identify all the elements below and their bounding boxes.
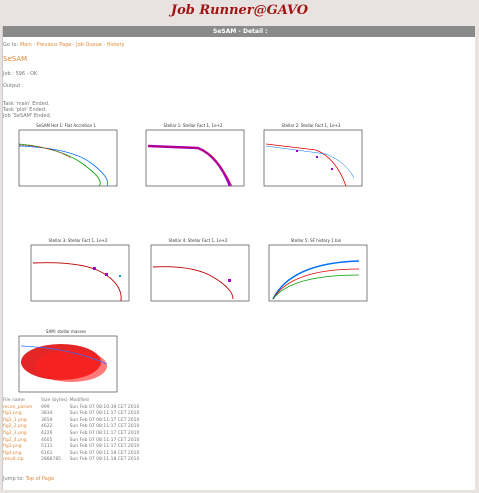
file-date: Sun Feb 07 08:11:17 CET 2010 bbox=[69, 430, 140, 436]
plot-4[interactable] bbox=[23, 243, 133, 307]
plot-6[interactable] bbox=[261, 243, 371, 307]
table-row: mcon_param 999 Sun Feb 07 08:10:39 CET 201… bbox=[3, 405, 141, 412]
nav-line: Go to: Main · Previous Page · Job Queue … bbox=[3, 42, 124, 48]
plot-2-title: Stellar 1: Stellar Fact 1, 1e+2 bbox=[163, 123, 223, 128]
nav-sep: · bbox=[33, 42, 35, 48]
table-row: fig2_2.png 4622 Sun Feb 07 08:11:17 CET 20… bbox=[3, 424, 141, 431]
table-row: fig2_4.png 4605 Sun Feb 07 08:11:17 CET 20… bbox=[3, 438, 141, 445]
section-title: SeSAM bbox=[3, 55, 28, 63]
table-row: fig2_1.png 3659 Sun Feb 07 08:11:17 CET 20… bbox=[3, 418, 141, 425]
plot-7[interactable] bbox=[11, 334, 121, 398]
file-date: Sun Feb 07 08:11:17 CET 2010 bbox=[69, 411, 140, 417]
plot-7-title: SAM: stellar masses bbox=[45, 329, 87, 334]
table-header-row: File name Size (bytes) Modified bbox=[3, 398, 141, 405]
file-date: Sun Feb 07 08:10:39 CET 2010 bbox=[69, 404, 140, 410]
table-row: fig2_3.png 4226 Sun Feb 07 08:11:17 CET 20… bbox=[3, 431, 141, 438]
detail-bar: SeSAM - Detail : bbox=[3, 26, 475, 37]
nav-link-previous[interactable]: Previous Page bbox=[36, 42, 72, 48]
file-size: 4226 bbox=[41, 430, 53, 436]
file-link[interactable]: fig2_3.png bbox=[3, 430, 27, 436]
plot-3-title: Stellar 2: Stellar Fact 1, 1e+3 bbox=[281, 123, 341, 128]
file-size: 2888785 bbox=[41, 457, 62, 463]
file-date: Sun Feb 07 08:11:18 CET 2010 bbox=[69, 450, 140, 456]
plot-6-title: Stellar 5: SF history 1 bin bbox=[290, 238, 342, 243]
file-link[interactable]: result.zip bbox=[3, 457, 24, 463]
file-link[interactable]: fig3.png bbox=[3, 444, 22, 450]
file-size: 999 bbox=[41, 404, 50, 410]
jump-prefix: Jump to: bbox=[3, 476, 24, 482]
file-date: Sun Feb 07 08:11:18 CET 2010 bbox=[69, 457, 140, 463]
file-size: 4622 bbox=[41, 424, 53, 430]
table-header: Size (bytes) bbox=[41, 398, 68, 403]
file-date: Sun Feb 07 08:11:17 CET 2010 bbox=[69, 444, 140, 450]
task-line-3: Job 'SeSAM' Ended. bbox=[3, 113, 52, 119]
plot-1[interactable] bbox=[11, 128, 121, 192]
table-row: fig1.png 3834 Sun Feb 07 08:11:17 CET 2010 bbox=[3, 411, 141, 418]
file-size: 6161 bbox=[41, 450, 53, 456]
plot-5[interactable] bbox=[143, 243, 253, 307]
table-header: Modified bbox=[69, 398, 89, 403]
file-size: 3834 bbox=[41, 411, 53, 417]
plot-2[interactable] bbox=[138, 128, 248, 192]
top-of-page-link[interactable]: Top of Page bbox=[25, 476, 55, 482]
task-line-1: Task 'main' Ended. bbox=[3, 101, 50, 107]
table-row: fig3.png 5111 Sun Feb 07 08:11:17 CET 2010 bbox=[3, 444, 141, 451]
main-panel: SeSAM - Detail : Go to: Main · Previous … bbox=[2, 26, 475, 490]
nav-prefix: Go to: bbox=[3, 42, 19, 48]
file-link[interactable]: fig2_1.png bbox=[3, 417, 27, 423]
table-row: fig4.png 6161 Sun Feb 07 08:11:18 CET 2010 bbox=[3, 451, 141, 458]
plot-4-title: Stellar 3: Stellar Fact 1, 1e+2 bbox=[48, 238, 108, 243]
task-line-2: Task 'plot' Ended. bbox=[3, 107, 47, 113]
job-status: Job : 596 - OK bbox=[3, 71, 38, 77]
file-link[interactable]: fig4.png bbox=[3, 450, 22, 456]
nav-link-history[interactable]: History bbox=[106, 42, 125, 48]
file-link[interactable]: fig2_2.png bbox=[3, 424, 27, 430]
nav-sep: · bbox=[103, 42, 106, 48]
table-header: File name bbox=[3, 398, 25, 403]
detail-bar-title: SeSAM - Detail : bbox=[213, 28, 268, 35]
page-title: Job Runner@GAVO bbox=[170, 3, 309, 18]
plot-3[interactable] bbox=[256, 128, 366, 192]
file-link[interactable]: fig1.png bbox=[3, 411, 22, 417]
file-table: File name Size (bytes) Modified mcon_par… bbox=[3, 398, 141, 464]
plot-5-title: Stellar 4: Stellar Fact 1, 1e+2 bbox=[168, 238, 228, 243]
file-date: Sun Feb 07 08:11:17 CET 2010 bbox=[69, 417, 140, 423]
output-label: Output : bbox=[3, 83, 24, 89]
plot-1-title: SeSAM Hot 1: Flat Accretion 1 bbox=[36, 123, 96, 128]
nav-link-job-queue[interactable]: Job Queue bbox=[76, 42, 102, 48]
jump-line: Jump to: Top of Page bbox=[3, 476, 54, 482]
file-size: 3659 bbox=[41, 417, 53, 423]
file-link[interactable]: mcon_param bbox=[3, 404, 33, 410]
file-size: 4605 bbox=[41, 437, 53, 443]
table-row: result.zip 2888785 Sun Feb 07 08:11:18 CET… bbox=[3, 457, 141, 464]
file-size: 5111 bbox=[41, 444, 53, 450]
file-link[interactable]: fig2_4.png bbox=[3, 437, 27, 443]
file-date: Sun Feb 07 08:11:17 CET 2010 bbox=[69, 424, 140, 430]
nav-link-main[interactable]: Main bbox=[19, 42, 32, 48]
file-date: Sun Feb 07 08:11:17 CET 2010 bbox=[69, 437, 140, 443]
nav-sep: · bbox=[72, 42, 75, 48]
